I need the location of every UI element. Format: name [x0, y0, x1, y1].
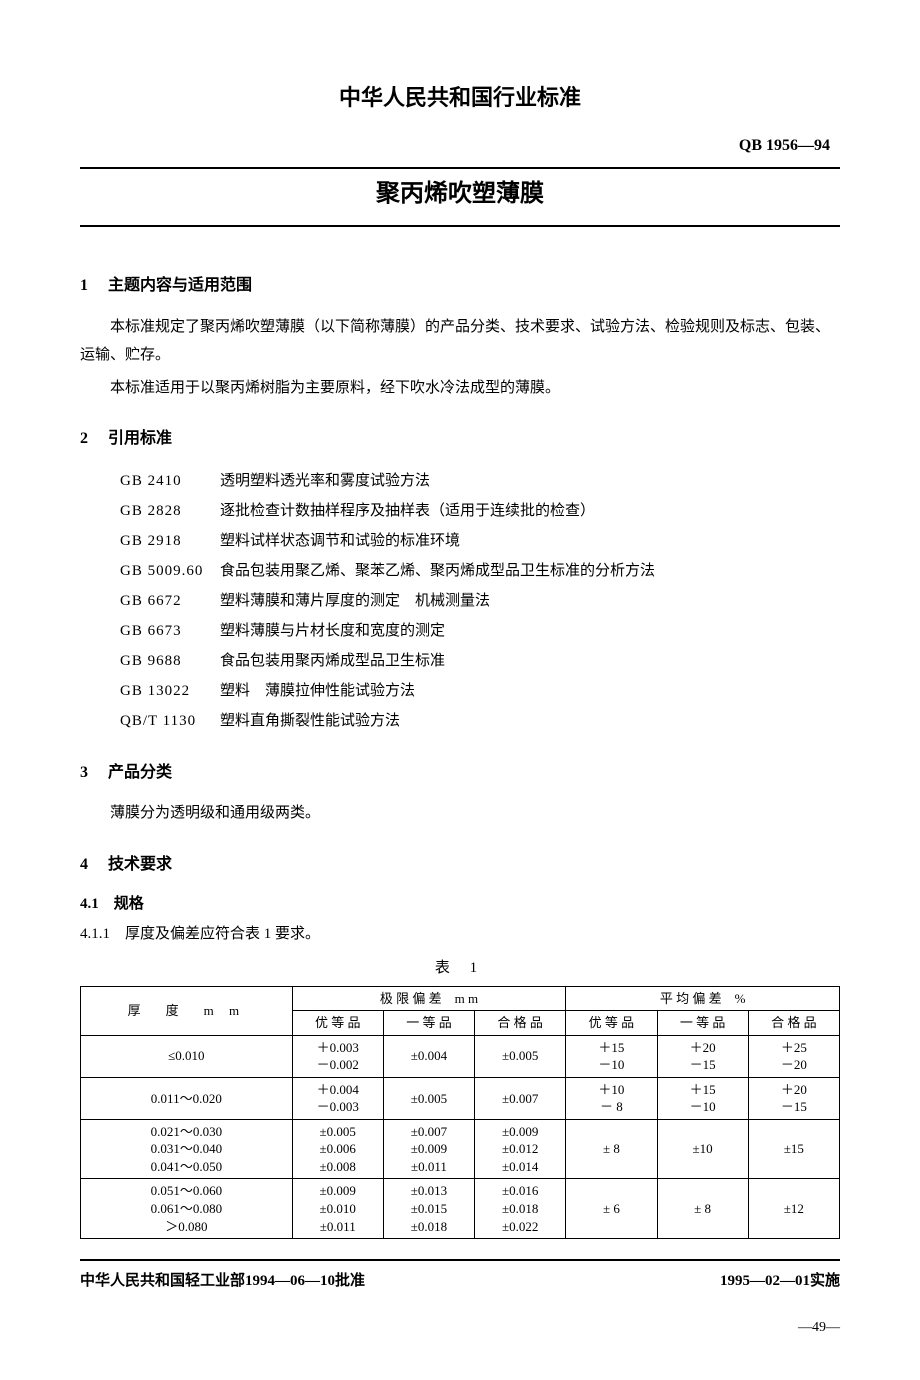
section-3-para-1: 薄膜分为透明级和通用级两类。	[80, 799, 840, 828]
reference-text: 塑料薄膜与片材长度和宽度的测定	[220, 616, 445, 646]
section-3-heading: 3 产品分类	[80, 760, 840, 786]
approval-text: 中华人民共和国轻工业部1994—06—10批准	[80, 1269, 365, 1293]
col-grade-c: 合 格 品	[748, 1011, 839, 1036]
table-cell: ±0.016 ±0.018 ±0.022	[475, 1179, 566, 1239]
table-cell: ＋20 －15	[657, 1035, 748, 1077]
table-row: 0.011～0.020＋0.004 －0.003±0.005±0.007＋10 …	[81, 1077, 840, 1119]
table-cell: ± 8	[657, 1179, 748, 1239]
table-cell: ＋10 － 8	[566, 1077, 657, 1119]
section-title: 引用标准	[108, 430, 172, 447]
section-title: 主题内容与适用范围	[108, 277, 252, 294]
table-cell: ±10	[657, 1119, 748, 1179]
reference-code: GB 2918	[120, 526, 220, 556]
reference-code: GB 13022	[120, 676, 220, 706]
reference-item: GB 5009.60食品包装用聚乙烯、聚苯乙烯、聚丙烯成型品卫生标准的分析方法	[120, 556, 840, 586]
col-grade-b: 一 等 品	[657, 1011, 748, 1036]
table-row: 0.051～0.060 0.061～0.080 ＞0.080±0.009 ±0.…	[81, 1179, 840, 1239]
table-cell: ±0.007 ±0.009 ±0.011	[383, 1119, 474, 1179]
table-cell: ＋0.004 －0.003	[292, 1077, 383, 1119]
reference-item: QB/T 1130塑料直角撕裂性能试验方法	[120, 706, 840, 736]
reference-item: GB 6672塑料薄膜和薄片厚度的测定 机械测量法	[120, 586, 840, 616]
reference-text: 塑料薄膜和薄片厚度的测定 机械测量法	[220, 586, 490, 616]
section-4-heading: 4 技术要求	[80, 852, 840, 878]
footer: 中华人民共和国轻工业部1994—06—10批准 1995—02—01实施	[80, 1259, 840, 1293]
reference-item: GB 6673塑料薄膜与片材长度和宽度的测定	[120, 616, 840, 646]
table-cell: ±0.005 ±0.006 ±0.008	[292, 1119, 383, 1179]
reference-code: QB/T 1130	[120, 706, 220, 736]
col-grade-b: 一 等 品	[383, 1011, 474, 1036]
reference-item: GB 2918塑料试样状态调节和试验的标准环境	[120, 526, 840, 556]
table-cell: ±0.009 ±0.012 ±0.014	[475, 1119, 566, 1179]
col-grade-a: 优 等 品	[566, 1011, 657, 1036]
reference-code: GB 2828	[120, 496, 220, 526]
table-cell: ＋0.003 －0.002	[292, 1035, 383, 1077]
effective-text: 1995—02—01实施	[720, 1269, 840, 1293]
reference-text: 塑料 薄膜拉伸性能试验方法	[220, 676, 415, 706]
table-cell: ±0.009 ±0.010 ±0.011	[292, 1179, 383, 1239]
table-cell: ＋15 －10	[566, 1035, 657, 1077]
reference-code: GB 6673	[120, 616, 220, 646]
table-cell: ±0.013 ±0.015 ±0.018	[383, 1179, 474, 1239]
table-cell: 0.011～0.020	[81, 1077, 293, 1119]
table-cell: ± 8	[566, 1119, 657, 1179]
col-grade-c: 合 格 品	[475, 1011, 566, 1036]
reference-text: 塑料直角撕裂性能试验方法	[220, 706, 400, 736]
reference-text: 逐批检查计数抽样程序及抽样表（适用于连续批的检查）	[220, 496, 595, 526]
section-num: 3	[80, 760, 104, 786]
reference-code: GB 2410	[120, 466, 220, 496]
reference-item: GB 2410透明塑料透光率和雾度试验方法	[120, 466, 840, 496]
table-cell: ±0.005	[383, 1077, 474, 1119]
section-num: 4	[80, 852, 104, 878]
section-1-para-2: 本标准适用于以聚丙烯树脂为主要原料，经下吹水冷法成型的薄膜。	[80, 374, 840, 403]
table-1-caption: 表 1	[80, 956, 840, 980]
reference-code: GB 9688	[120, 646, 220, 676]
table-cell: ±0.005	[475, 1035, 566, 1077]
table-cell: ＋20 －15	[748, 1077, 839, 1119]
table-cell: 0.021～0.030 0.031～0.040 0.041～0.050	[81, 1119, 293, 1179]
reference-text: 透明塑料透光率和雾度试验方法	[220, 466, 430, 496]
section-1-heading: 1 主题内容与适用范围	[80, 273, 840, 299]
table-1: 厚 度 m m 极 限 偏 差 m m 平 均 偏 差 % 优 等 品 一 等 …	[80, 986, 840, 1240]
subsection-4-1-1: 4.1.1 厚度及偏差应符合表 1 要求。	[80, 922, 840, 946]
document-title: 聚丙烯吹塑薄膜	[80, 175, 840, 227]
section-title: 产品分类	[108, 764, 172, 781]
table-cell: ±0.004	[383, 1035, 474, 1077]
table-cell: ＋25 －20	[748, 1035, 839, 1077]
org-title: 中华人民共和国行业标准	[80, 80, 840, 115]
reference-code: GB 6672	[120, 586, 220, 616]
table-cell: 0.051～0.060 0.061～0.080 ＞0.080	[81, 1179, 293, 1239]
table-cell: ±0.007	[475, 1077, 566, 1119]
col-thickness: 厚 度 m m	[81, 986, 293, 1035]
table-cell: ± 6	[566, 1179, 657, 1239]
table-row: ≤0.010＋0.003 －0.002±0.004±0.005＋15 －10＋2…	[81, 1035, 840, 1077]
reference-item: GB 9688食品包装用聚丙烯成型品卫生标准	[120, 646, 840, 676]
section-num: 2	[80, 426, 104, 452]
table-cell: ＋15 －10	[657, 1077, 748, 1119]
reference-text: 食品包装用聚乙烯、聚苯乙烯、聚丙烯成型品卫生标准的分析方法	[220, 556, 655, 586]
section-2-heading: 2 引用标准	[80, 426, 840, 452]
reference-item: GB 2828逐批检查计数抽样程序及抽样表（适用于连续批的检查）	[120, 496, 840, 526]
col-grade-a: 优 等 品	[292, 1011, 383, 1036]
reference-item: GB 13022塑料 薄膜拉伸性能试验方法	[120, 676, 840, 706]
section-1-para-1: 本标准规定了聚丙烯吹塑薄膜（以下简称薄膜）的产品分类、技术要求、试验方法、检验规…	[80, 313, 840, 370]
section-num: 1	[80, 273, 104, 299]
table-cell: ±12	[748, 1179, 839, 1239]
reference-text: 塑料试样状态调节和试验的标准环境	[220, 526, 460, 556]
section-title: 技术要求	[108, 856, 172, 873]
reference-code: GB 5009.60	[120, 556, 220, 586]
subsection-4-1: 4.1 规格	[80, 892, 840, 916]
col-group-limit: 极 限 偏 差 m m	[292, 986, 566, 1011]
table-cell: ≤0.010	[81, 1035, 293, 1077]
page-number: —49—	[80, 1317, 840, 1339]
col-group-avg: 平 均 偏 差 %	[566, 986, 840, 1011]
table-row: 0.021～0.030 0.031～0.040 0.041～0.050±0.00…	[81, 1119, 840, 1179]
table-cell: ±15	[748, 1119, 839, 1179]
reference-list: GB 2410透明塑料透光率和雾度试验方法GB 2828逐批检查计数抽样程序及抽…	[80, 466, 840, 736]
standard-code: QB 1956—94	[80, 133, 840, 159]
reference-text: 食品包装用聚丙烯成型品卫生标准	[220, 646, 445, 676]
